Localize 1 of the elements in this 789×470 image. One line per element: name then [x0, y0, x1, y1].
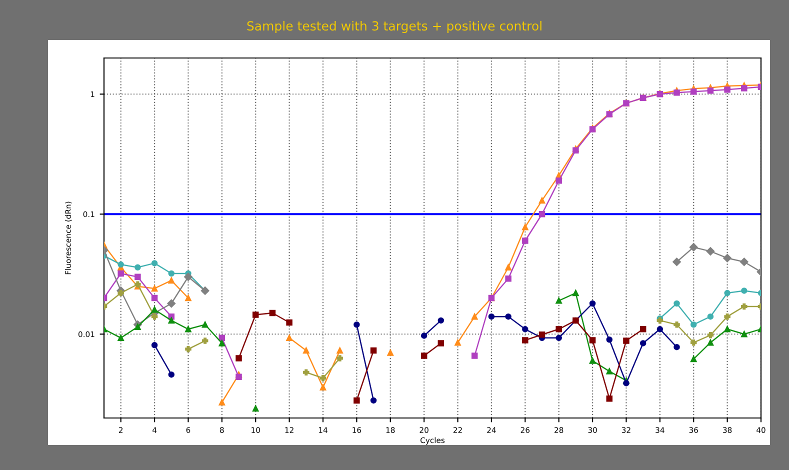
chart-title: Sample tested with 3 targets + positive control: [247, 20, 542, 34]
